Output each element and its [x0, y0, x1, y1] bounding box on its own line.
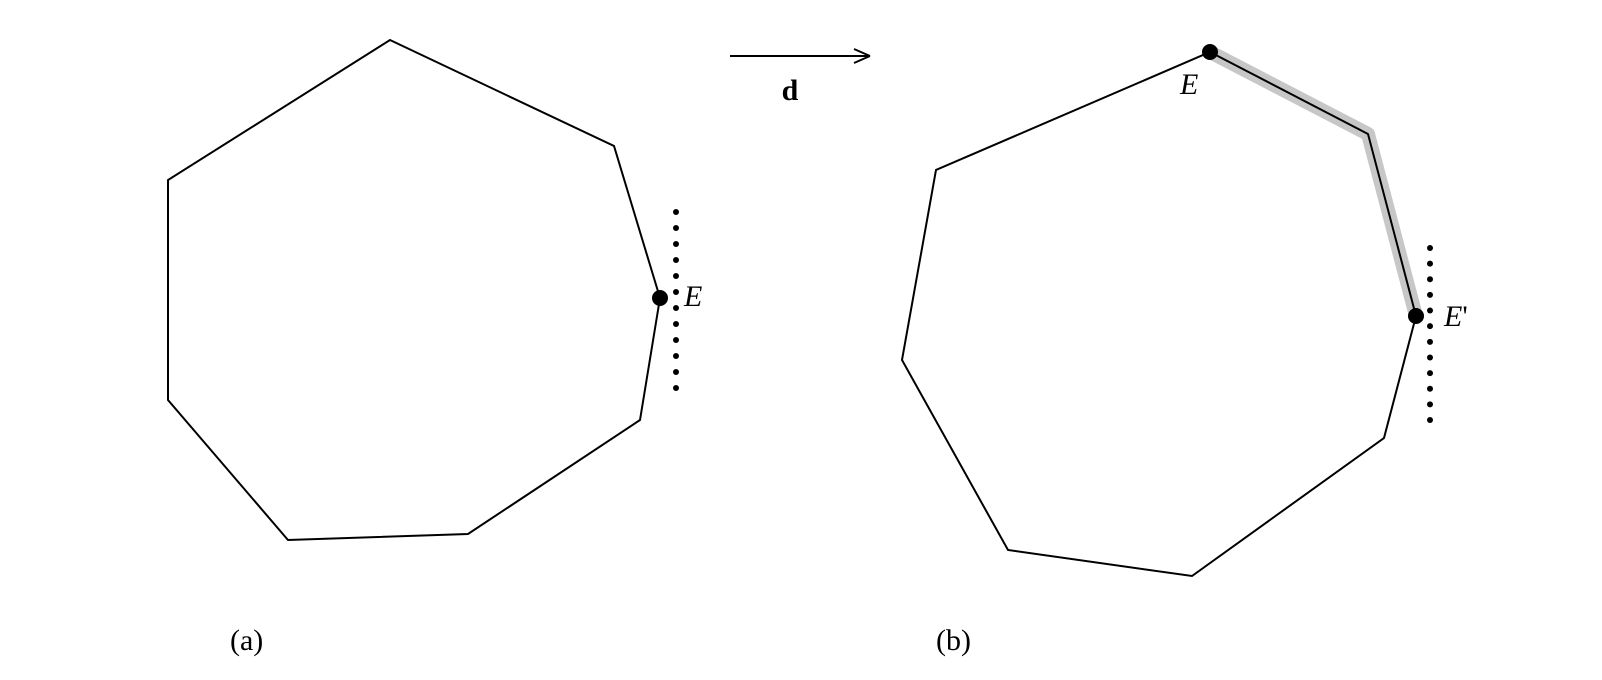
- extreme-point-b-eprime-label: E': [1443, 300, 1468, 333]
- polygon-b: [902, 52, 1416, 576]
- caption-b: (b): [936, 624, 971, 657]
- extreme-point-b-eprime: [1408, 308, 1424, 324]
- polygon-a: [168, 40, 660, 540]
- polygon-b-highlight: [1210, 52, 1416, 316]
- extreme-point-a-label: E: [683, 280, 702, 313]
- diagram-svg: E (a) E E' (b) d: [0, 0, 1602, 680]
- direction-label: d: [782, 74, 799, 107]
- dotted-guide: [673, 209, 679, 391]
- extreme-point-a: [652, 290, 668, 306]
- caption-a: (a): [230, 624, 263, 657]
- figure-container: E (a) E E' (b) d: [0, 0, 1602, 680]
- extreme-point-b-e: [1202, 44, 1218, 60]
- extreme-point-b-e-label: E: [1179, 68, 1198, 101]
- dotted-guide: [1427, 245, 1433, 423]
